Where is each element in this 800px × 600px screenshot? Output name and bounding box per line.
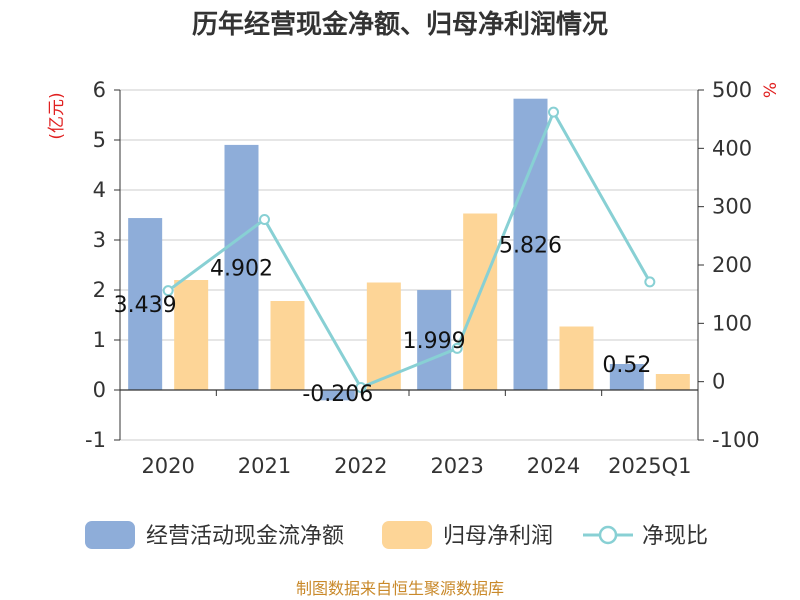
- legend-swatch-cashflow: [85, 521, 135, 549]
- legend-marker-ratio: [598, 525, 618, 545]
- right-tick-label: 400: [712, 136, 752, 160]
- x-tick-label: 2020: [141, 454, 194, 478]
- cashflow-data-label: 3.439: [114, 293, 177, 318]
- cashflow-data-label: 4.902: [210, 256, 273, 281]
- cashflow-data-label: 5.826: [499, 233, 562, 258]
- cashflow-bar: [128, 218, 163, 390]
- cashflow-bar: [609, 364, 644, 390]
- right-tick-label: 300: [712, 195, 752, 219]
- ratio-point: [548, 106, 559, 118]
- x-tick-label: 2022: [334, 454, 387, 478]
- right-tick-label: 500: [712, 78, 752, 102]
- x-tick-label: 2024: [527, 454, 580, 478]
- gridlines: [120, 89, 698, 441]
- legend-label-cashflow: 经营活动现金流净额: [146, 524, 344, 549]
- legend-label-profit: 归母净利润: [443, 524, 553, 549]
- cashflow-data-label: -0.206: [302, 382, 373, 407]
- right-tick-label: 100: [712, 311, 752, 335]
- left-tick-label: 6: [93, 78, 106, 102]
- source-note: 制图数据来自恒生聚源数据库: [296, 579, 504, 598]
- left-tick-label: 2: [93, 278, 106, 302]
- bars: [128, 98, 690, 401]
- ratio-line: [162, 106, 656, 393]
- cashflow-data-label: 1.999: [403, 329, 466, 354]
- right-tick-label: 200: [712, 253, 752, 277]
- cashflow-bar: [224, 144, 259, 390]
- legend-swatch-profit: [382, 521, 432, 549]
- cashflow-bar: [513, 98, 548, 390]
- left-tick-label: 1: [93, 328, 106, 352]
- x-tick-label: 2023: [430, 454, 483, 478]
- left-tick-label: 5: [93, 128, 106, 152]
- x-tick-label: 2025Q1: [608, 454, 691, 478]
- right-axis-unit: %: [761, 82, 781, 98]
- ratio-series-line: [167, 108, 652, 390]
- ratio-point: [355, 382, 367, 393]
- legend-label-ratio: 净现比: [642, 524, 708, 549]
- left-tick-label: 4: [93, 178, 106, 202]
- profit-bar: [655, 374, 690, 390]
- cashflow-bar: [320, 390, 355, 401]
- x-tick-label: 2021: [238, 454, 291, 478]
- data-labels: 3.439 4.902 -0.206 1.999 5.826 0.52: [114, 233, 652, 407]
- ratio-point: [259, 214, 270, 225]
- axes: [114, 89, 704, 441]
- ratio-point: [162, 285, 174, 297]
- profit-bar: [270, 301, 305, 390]
- chart-title: 历年经营现金净额、归母净利润情况: [192, 9, 608, 40]
- right-tick-label: 0: [712, 370, 725, 394]
- left-tick-label: 3: [93, 228, 106, 252]
- cashflow-bar: [417, 290, 452, 390]
- legend: 经营活动现金流净额 归母净利润 净现比: [85, 521, 708, 549]
- profit-bar: [463, 213, 498, 390]
- left-tick-label: -1: [85, 428, 106, 452]
- right-tick-label: -100: [712, 428, 760, 452]
- left-axis-unit: (亿元): [47, 92, 67, 139]
- left-tick-label: 0: [93, 378, 106, 402]
- profit-bar: [174, 280, 209, 390]
- ratio-point: [451, 342, 463, 354]
- tick-labels: -1 0 1 2 3 4 5 6 -100 0 100 200 300 400 500 2020 2021 202…: [85, 78, 760, 478]
- cashflow-data-label: 0.52: [602, 353, 651, 378]
- ratio-point: [644, 276, 656, 288]
- profit-bar: [559, 326, 594, 390]
